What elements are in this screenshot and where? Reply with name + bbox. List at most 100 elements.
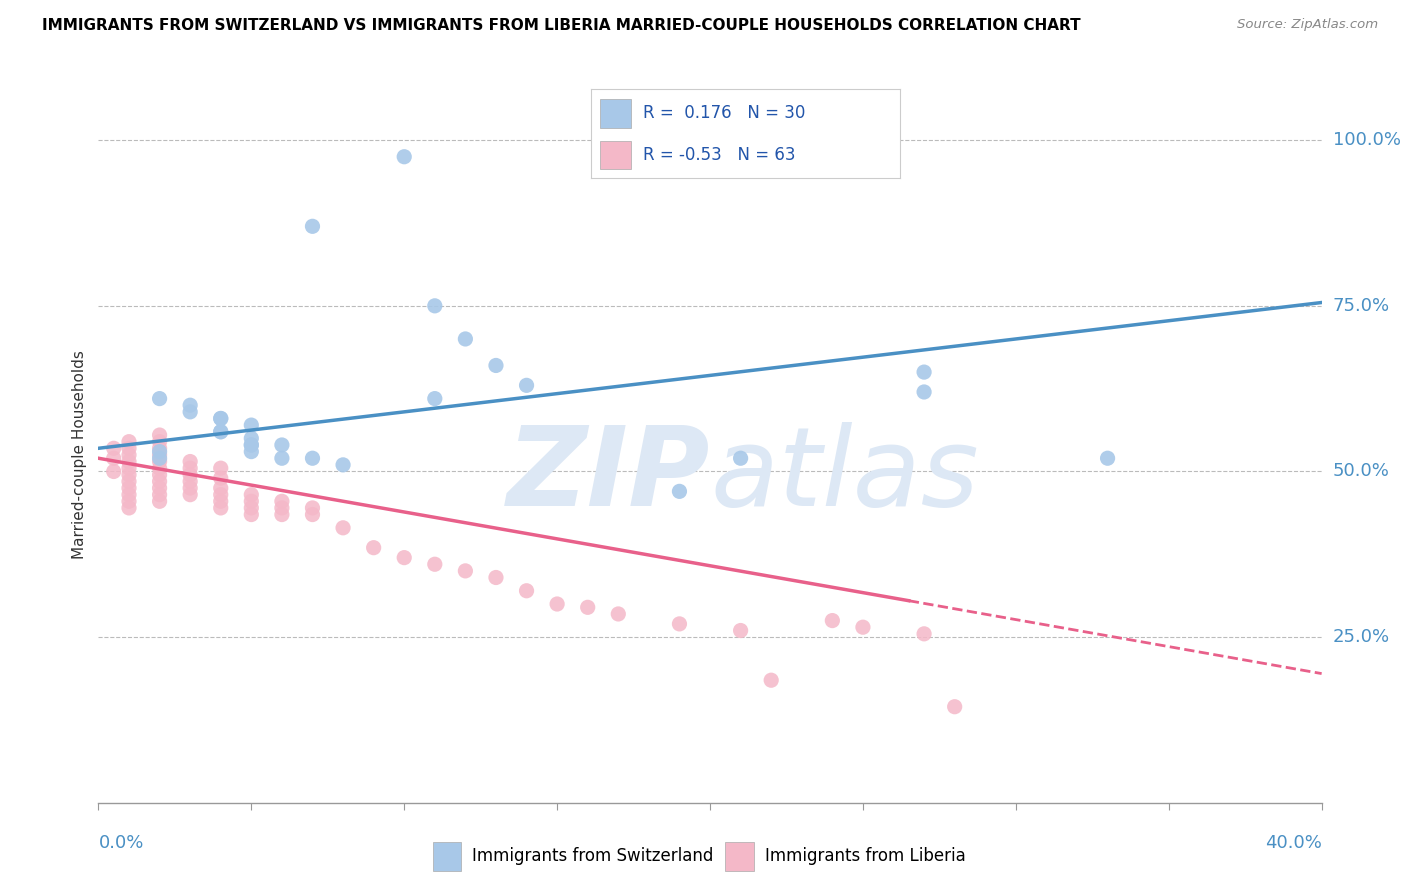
Point [912, 384, 935, 399]
Point [149, 454, 172, 468]
Point [118, 494, 141, 508]
Text: 100.0%: 100.0% [1333, 131, 1400, 149]
Point [240, 488, 263, 502]
Point [454, 564, 477, 578]
Point [485, 359, 508, 373]
Y-axis label: Married-couple Households: Married-couple Households [72, 351, 87, 559]
Point [209, 425, 232, 439]
Point [179, 454, 201, 468]
Point [240, 508, 263, 522]
Point [730, 451, 752, 466]
Point [668, 484, 690, 499]
Point [332, 521, 354, 535]
Point [149, 442, 172, 456]
Text: ZIP: ZIP [506, 422, 710, 529]
Point [118, 448, 141, 462]
Point [209, 411, 232, 425]
Point [179, 398, 201, 412]
Text: 40.0%: 40.0% [1265, 834, 1322, 852]
Point [943, 699, 966, 714]
Point [149, 467, 172, 482]
Point [1097, 451, 1119, 466]
Point [209, 488, 232, 502]
Bar [433, 842, 461, 871]
Point [209, 425, 232, 439]
Point [118, 434, 141, 449]
Point [270, 500, 292, 515]
Point [209, 500, 232, 515]
Point [423, 558, 446, 572]
Point [270, 451, 292, 466]
Point [821, 614, 844, 628]
Point [179, 488, 201, 502]
Point [118, 442, 141, 456]
Point [209, 411, 232, 425]
Point [209, 471, 232, 485]
Point [240, 418, 263, 433]
Point [149, 494, 172, 508]
Point [240, 438, 263, 452]
Point [516, 378, 538, 392]
Text: atlas: atlas [710, 422, 979, 529]
Bar [725, 842, 754, 871]
Point [759, 673, 782, 688]
Point [118, 481, 141, 495]
Text: Immigrants from Switzerland: Immigrants from Switzerland [472, 847, 714, 865]
Point [209, 494, 232, 508]
Point [363, 541, 385, 555]
Point [301, 451, 323, 466]
Bar [600, 99, 631, 128]
Point [668, 616, 690, 631]
Point [149, 434, 172, 449]
Point [301, 219, 323, 234]
Text: R = -0.53   N = 63: R = -0.53 N = 63 [643, 146, 796, 164]
Point [209, 481, 232, 495]
Point [103, 442, 125, 456]
Point [179, 467, 201, 482]
Point [240, 438, 263, 452]
Point [179, 475, 201, 489]
Point [270, 508, 292, 522]
Point [149, 428, 172, 442]
Point [103, 451, 125, 466]
Point [240, 494, 263, 508]
Text: Source: ZipAtlas.com: Source: ZipAtlas.com [1237, 18, 1378, 31]
Point [423, 299, 446, 313]
Point [118, 475, 141, 489]
Point [301, 500, 323, 515]
Point [240, 444, 263, 458]
Text: Immigrants from Liberia: Immigrants from Liberia [765, 847, 966, 865]
Point [149, 392, 172, 406]
Point [485, 570, 508, 584]
Text: 25.0%: 25.0% [1333, 628, 1391, 646]
Text: 50.0%: 50.0% [1333, 462, 1389, 481]
Point [149, 481, 172, 495]
Point [423, 392, 446, 406]
Text: R =  0.176   N = 30: R = 0.176 N = 30 [643, 104, 806, 122]
Point [149, 475, 172, 489]
Point [852, 620, 875, 634]
Point [240, 500, 263, 515]
Point [179, 481, 201, 495]
Point [209, 461, 232, 475]
Point [454, 332, 477, 346]
Point [118, 500, 141, 515]
Point [149, 488, 172, 502]
Point [912, 627, 935, 641]
Point [607, 607, 630, 621]
Point [546, 597, 568, 611]
Point [149, 461, 172, 475]
Point [118, 488, 141, 502]
Point [149, 444, 172, 458]
Point [270, 494, 292, 508]
Point [392, 150, 416, 164]
Point [149, 451, 172, 466]
Bar [600, 141, 631, 169]
Point [270, 438, 292, 452]
Point [103, 465, 125, 479]
Point [118, 461, 141, 475]
Point [912, 365, 935, 379]
Point [149, 448, 172, 462]
Point [179, 405, 201, 419]
Point [332, 458, 354, 472]
